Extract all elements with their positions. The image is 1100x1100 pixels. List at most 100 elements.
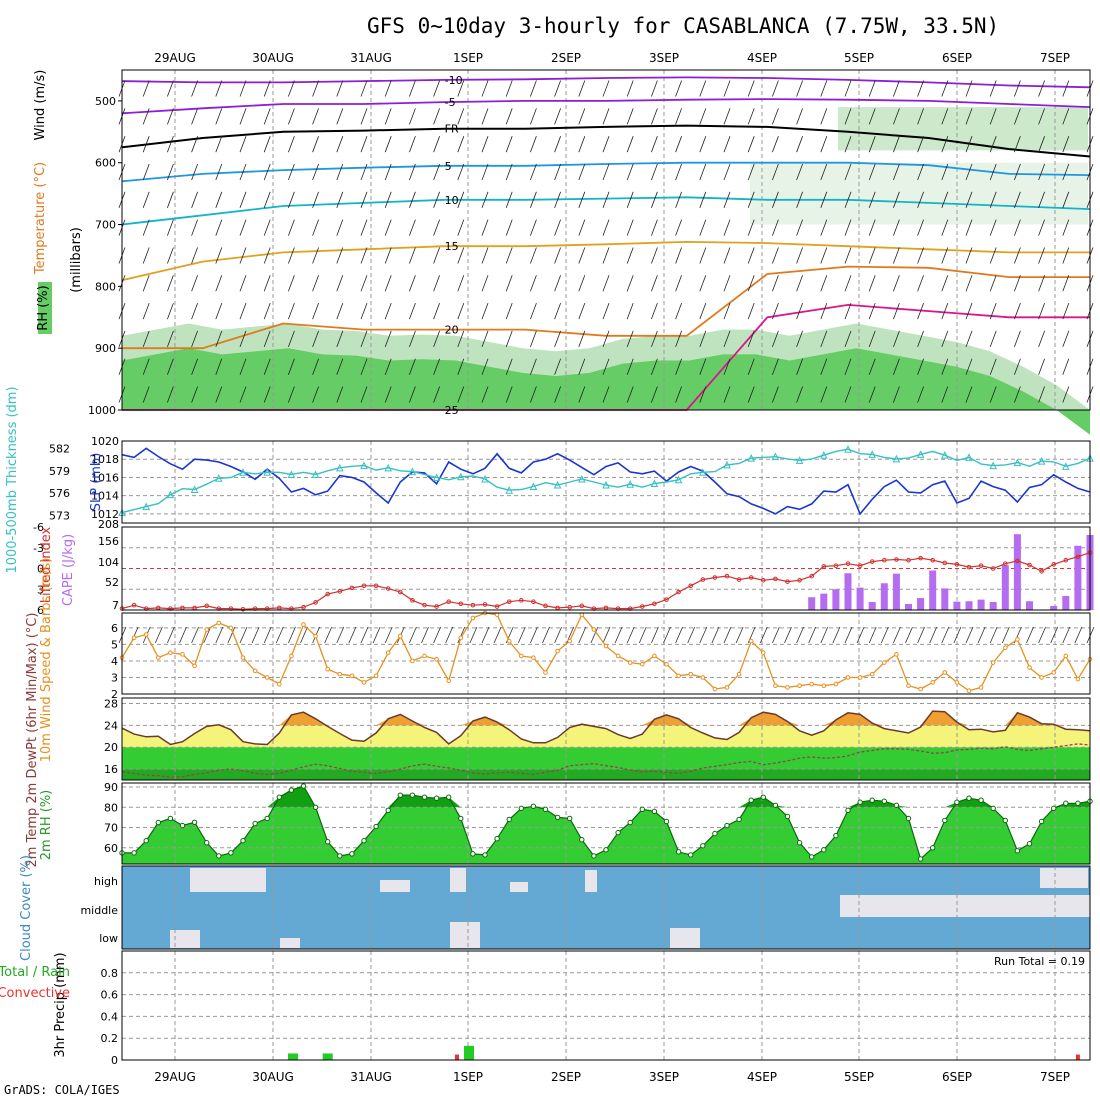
rh-marker (893, 802, 900, 808)
wind-barb (747, 302, 755, 320)
wind-barb (263, 136, 271, 153)
cape-tick-label: 7 (112, 599, 119, 612)
rh-marker (917, 856, 924, 862)
thickness-marker (965, 453, 973, 461)
wind-barb (263, 302, 271, 320)
wind-barb (602, 275, 610, 292)
wind-barb (989, 191, 997, 208)
wind-barb (360, 80, 368, 97)
wind-barb (675, 108, 682, 125)
rh-marker (470, 851, 476, 857)
lifted-index-marker (531, 599, 536, 605)
rh-marker (579, 837, 585, 843)
wind-axis-label: 10m Wind Speed & Barbs (m/s) (39, 558, 54, 763)
wind-speed-marker (289, 653, 294, 659)
rh-tick-label: 70 (104, 822, 118, 835)
wind-barb (651, 330, 658, 348)
wind-barb (893, 358, 900, 375)
wind-barb (989, 302, 997, 320)
wind-barb (530, 275, 537, 292)
rh-marker (167, 815, 174, 822)
cape-tick-label: 208 (98, 518, 119, 531)
cape-tick-label: 156 (98, 535, 119, 548)
wind-speed-marker (168, 650, 173, 655)
wind-barb (675, 358, 682, 375)
wind10m-barb (965, 626, 974, 644)
wind-barb (868, 191, 876, 208)
wind-barb (941, 358, 949, 375)
thickness-marker (747, 454, 756, 462)
wind-barb (312, 275, 319, 292)
pressure-tick-label: 1000 (88, 404, 116, 417)
wind10m-barb (711, 626, 720, 644)
wind-barb (796, 247, 803, 264)
wind-barb (191, 386, 198, 403)
wind-barb (142, 275, 150, 292)
rh-marker (603, 847, 609, 853)
lifted-index-marker (845, 561, 851, 566)
wind-barb (239, 358, 247, 375)
wind10m-barb (602, 626, 611, 644)
wind-barb (844, 191, 852, 208)
wind-barb (360, 275, 368, 292)
wind-barb (747, 163, 755, 181)
rh-marker (373, 823, 379, 830)
wind-barb (239, 275, 247, 292)
rh-marker (712, 830, 718, 837)
wind-barb (433, 358, 440, 375)
wind-barb (530, 330, 537, 348)
wind-speed-marker (906, 683, 911, 689)
wind-barb (215, 330, 223, 348)
wind-barb (1038, 275, 1045, 292)
wind-barb (820, 247, 828, 264)
thickness-marker (360, 461, 368, 470)
lifted-index-marker (410, 598, 415, 603)
wind-barb (142, 330, 150, 348)
wind-speed-marker (869, 671, 875, 677)
wind-barb (747, 247, 755, 264)
wind-barb (965, 358, 973, 375)
wind-barb (868, 247, 876, 264)
wind-barb (747, 386, 755, 403)
wind10m-barb (227, 626, 236, 644)
run-total-label: Run Total = 0.19 (994, 955, 1085, 968)
wind-barb (1062, 80, 1070, 97)
wind-barb (796, 163, 803, 181)
wind-frame (121, 612, 1091, 695)
rh-tick-label: 60 (104, 842, 118, 855)
wind-barb (288, 358, 295, 375)
wind-speed-marker (313, 633, 318, 639)
cloud-block (1040, 868, 1088, 888)
wind-speed-marker (821, 683, 827, 689)
wind-barb (989, 330, 997, 348)
precip-tick-label: 0 (111, 1054, 118, 1067)
temp-line (121, 710, 1091, 746)
pressure-tick-label: 600 (95, 157, 116, 170)
wind-barb (651, 136, 658, 153)
lifted-index-axis-label: Lifted Index (39, 526, 54, 603)
wind10m-barb (191, 626, 199, 644)
lifted-index-marker (131, 602, 137, 608)
wind-barb (675, 302, 682, 320)
date-label-bottom: 30AUG (252, 1070, 294, 1084)
wind10m-barb (469, 626, 478, 644)
wind-barb (336, 108, 344, 125)
wind10m-barb (445, 626, 454, 644)
pressure-tick-label: 700 (95, 219, 116, 232)
rh-marker (833, 832, 839, 839)
wind-barb (893, 302, 900, 320)
wind-barb (288, 247, 295, 264)
wind10m-barb (808, 626, 817, 644)
wind-barb (409, 108, 416, 125)
wind-barb (578, 136, 586, 153)
wind-barb (917, 136, 924, 153)
wind-barb (820, 219, 828, 236)
wind-speed-marker (748, 638, 754, 644)
thickness-marker (481, 474, 489, 483)
thickness-marker (432, 473, 441, 482)
temp-frame (121, 697, 1091, 781)
wind-barb (965, 219, 973, 236)
wind-barb (626, 80, 634, 97)
wind-barb (215, 358, 223, 375)
wind-speed-marker (627, 660, 633, 665)
